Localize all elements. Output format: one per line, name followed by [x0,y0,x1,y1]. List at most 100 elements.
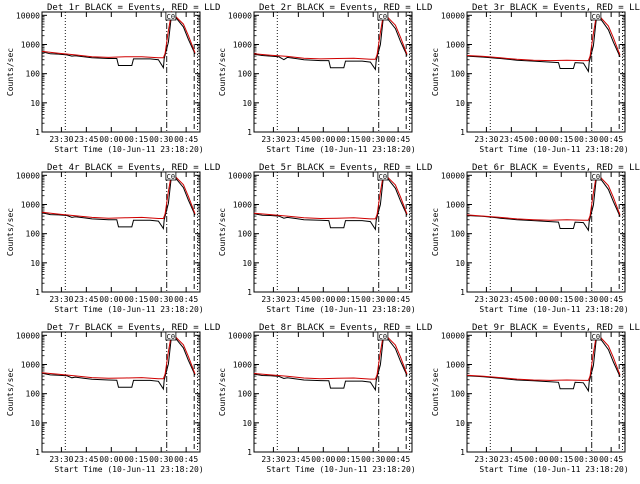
x-tick-label: 00:30 [149,295,173,304]
y-tick-label: 1 [460,448,465,457]
x-tick-label: 00:30 [149,455,173,464]
y-tick-label: 1000 [446,200,465,209]
x-tick-label: 23:30 [261,135,285,144]
x-tick-label: 23:45 [286,135,310,144]
y-tick-label: 10000 [441,11,465,20]
plot-frame [253,11,413,133]
annotation-label: C0 [167,333,175,341]
lld-series-line [41,331,196,380]
lld-series-line [466,332,621,381]
x-tick-label: 00:30 [574,295,598,304]
x-tick-label: 00:00 [311,135,335,144]
y-tick-label: 10000 [228,171,252,180]
lld-series-line [41,171,196,219]
events-series-line [253,12,408,71]
x-axis-label: Start Time (10-Jun-11 23:18:20) [479,465,628,474]
x-tick-label: 23:45 [286,295,310,304]
y-tick-label: 100 [238,390,253,399]
y-tick-label: 1 [35,448,40,457]
annotation-box [590,171,602,181]
plot-frame [41,171,201,293]
annotation-label: C0 [167,173,175,181]
x-axis-label: Start Time (10-Jun-11 23:18:20) [54,145,203,154]
x-tick-label: 00:15 [549,295,573,304]
y-tick-label: 1 [460,128,465,137]
annotation-label: C0 [379,333,387,341]
y-tick-label: 100 [451,230,466,239]
x-tick-label: 00:00 [311,295,335,304]
chart-title: Det 5r BLACK = Events, RED = LLD [259,163,432,173]
y-tick-label: 100 [451,70,466,79]
y-axis-label: Counts/sec [431,48,440,96]
y-tick-label: 10000 [16,11,40,20]
x-tick-label: 00:45 [599,135,623,144]
annotation-box [377,11,389,21]
y-axis-label: Counts/sec [431,368,440,416]
chart-title: Det 8r BLACK = Events, RED = LLD [259,323,432,333]
x-tick-label: 00:00 [311,455,335,464]
chart-title: Det 4r BLACK = Events, RED = LLD [47,163,220,173]
plot-frame [466,11,626,133]
chart-title: Det 3r BLACK = Events, RED = LLD [472,3,640,13]
chart-panel: Det 2r BLACK = Events, RED = LLD 1 10 100 10… [218,3,432,154]
chart-panel: Det 6r BLACK = Events, RED = LLD 1 10 100 10… [431,163,640,314]
x-axis-label: Start Time (10-Jun-11 23:18:20) [266,305,415,314]
y-tick-label: 1 [247,128,252,137]
y-tick-label: 100 [26,230,41,239]
x-tick-label: 00:00 [99,135,123,144]
x-tick-label: 00:15 [124,135,148,144]
y-tick-label: 10000 [16,171,40,180]
x-axis-label: Start Time (10-Jun-11 23:18:20) [54,465,203,474]
y-tick-label: 10 [242,99,252,108]
y-tick-label: 1000 [21,200,40,209]
x-tick-label: 23:30 [49,135,73,144]
x-tick-label: 00:45 [599,295,623,304]
x-tick-label: 00:00 [524,455,548,464]
x-axis-label: Start Time (10-Jun-11 23:18:20) [479,305,628,314]
y-tick-label: 1 [247,288,252,297]
y-axis-label: Counts/sec [431,208,440,256]
x-tick-label: 00:30 [361,135,385,144]
annotation-box [590,11,602,21]
x-tick-label: 00:45 [386,135,410,144]
y-tick-label: 10 [455,259,465,268]
y-tick-label: 1000 [233,360,252,369]
y-tick-label: 100 [451,390,466,399]
x-axis-label: Start Time (10-Jun-11 23:18:20) [266,465,415,474]
lld-series-line [466,172,621,221]
events-series-line [253,172,408,231]
chart-panel: Det 5r BLACK = Events, RED = LLD 1 10 100 10… [218,163,432,314]
y-tick-label: 1 [35,128,40,137]
y-tick-label: 1 [460,288,465,297]
y-tick-label: 10 [455,99,465,108]
x-tick-label: 23:45 [74,295,98,304]
x-tick-label: 23:30 [474,135,498,144]
x-axis-label: Start Time (10-Jun-11 23:18:20) [479,145,628,154]
chart-panel: Det 1r BLACK = Events, RED = LLD 1 10 100 10… [6,3,220,154]
x-tick-label: 00:00 [524,295,548,304]
plot-frame [253,331,413,453]
y-tick-label: 10 [242,259,252,268]
lld-series-line [41,10,196,59]
y-tick-label: 1000 [446,40,465,49]
y-axis-label: Counts/sec [218,208,227,256]
y-tick-label: 1 [247,448,252,457]
x-tick-label: 23:45 [499,295,523,304]
x-tick-label: 23:30 [474,295,498,304]
chart-title: Det 1r BLACK = Events, RED = LLD [47,3,220,13]
y-tick-label: 10 [455,419,465,428]
chart-title: Det 6r BLACK = Events, RED = LLD [472,163,640,173]
y-tick-label: 10000 [441,331,465,340]
chart-panel: Det 4r BLACK = Events, RED = LLD 1 10 100 10… [6,163,220,314]
x-tick-label: 00:15 [549,455,573,464]
y-tick-label: 100 [238,230,253,239]
x-tick-label: 00:00 [99,295,123,304]
plot-frame [466,171,626,293]
x-tick-label: 00:45 [174,295,198,304]
x-tick-label: 00:15 [336,455,360,464]
x-tick-label: 23:30 [261,295,285,304]
x-tick-label: 23:45 [74,455,98,464]
x-tick-label: 23:30 [261,455,285,464]
x-tick-label: 00:15 [549,135,573,144]
annotation-box [165,11,177,21]
